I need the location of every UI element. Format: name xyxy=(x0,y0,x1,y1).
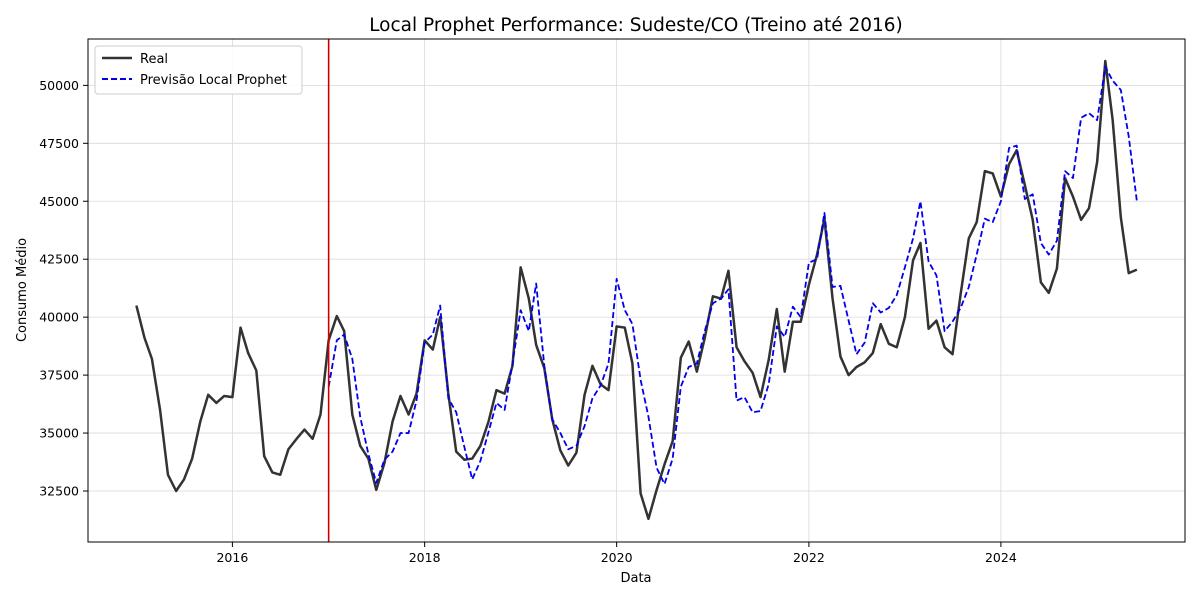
x-axis-label: Data xyxy=(620,571,651,586)
x-tick-label: 2020 xyxy=(601,550,633,565)
y-tick-label: 42500 xyxy=(39,252,79,267)
x-tick-label: 2018 xyxy=(409,550,441,565)
legend-label-forecast: Previsão Local Prophet xyxy=(140,73,287,88)
plot-series xyxy=(135,39,1138,542)
x-axis: 2016 2018 2020 2022 2024 xyxy=(216,542,1017,565)
series-line-real xyxy=(135,59,1138,521)
chart-title: Local Prophet Performance: Sudeste/CO (T… xyxy=(369,15,903,36)
y-tick-label: 32500 xyxy=(39,484,79,499)
legend-frame xyxy=(94,45,303,95)
y-tick-label: 35000 xyxy=(39,426,79,441)
y-tick-label: 50000 xyxy=(39,78,79,93)
x-tick-label: 2024 xyxy=(985,550,1017,565)
series-line-forecast xyxy=(327,65,1138,485)
x-tick-label: 2022 xyxy=(793,550,825,565)
legend-label-real: Real xyxy=(140,52,168,67)
y-axis: 32500 35000 37500 40000 42500 45000 47500 50000 xyxy=(39,78,88,499)
grid xyxy=(88,39,1185,542)
series-group xyxy=(135,39,1138,542)
y-tick-label: 37500 xyxy=(39,368,79,383)
y-tick-label: 40000 xyxy=(39,310,79,325)
y-tick-label: 47500 xyxy=(39,136,79,151)
y-axis-label: Consumo Médio xyxy=(15,238,30,342)
x-tick-label: 2016 xyxy=(216,550,248,565)
y-tick-label: 45000 xyxy=(39,194,79,209)
plot-frame xyxy=(87,38,1186,543)
legend: Real Previsão Local Prophet xyxy=(94,45,303,95)
